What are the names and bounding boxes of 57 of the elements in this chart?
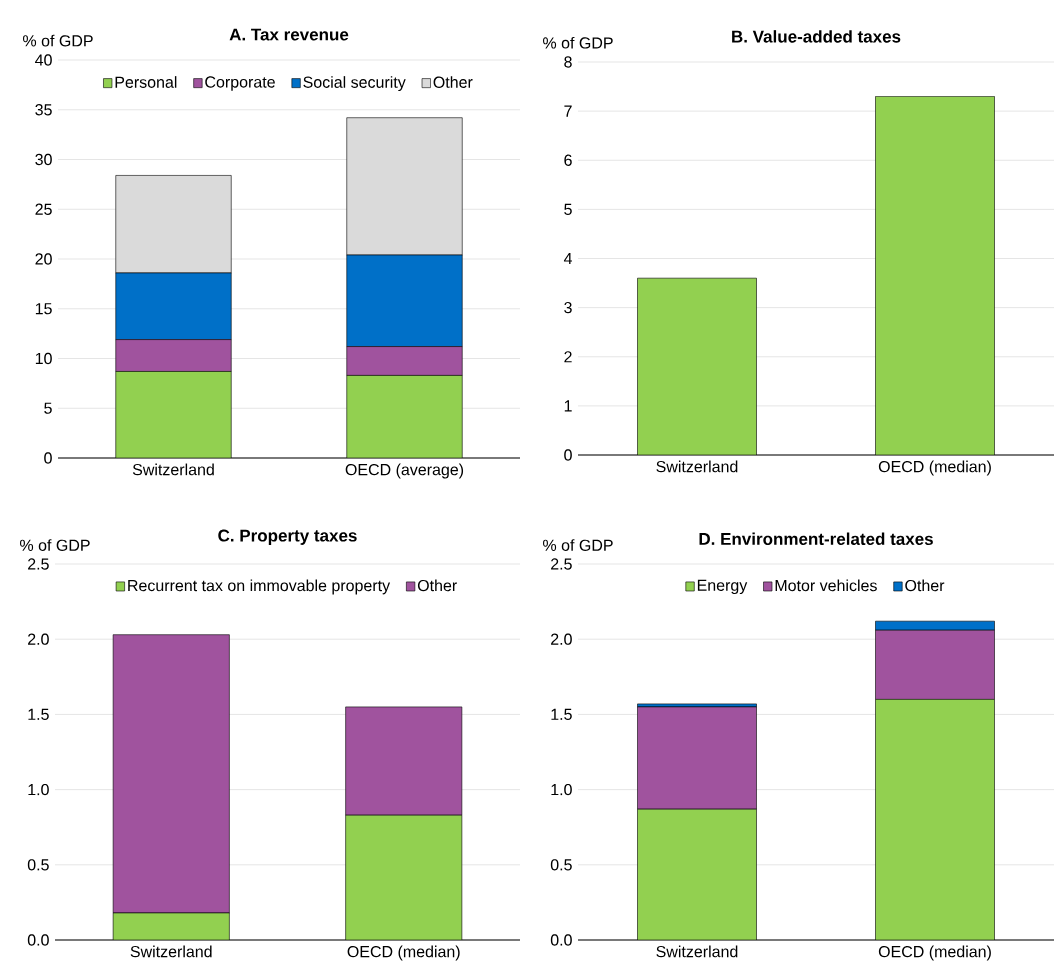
y-axis-title: % of GDP [23, 34, 93, 47]
x-tick-label: Switzerland [132, 463, 214, 476]
y-tick-label: 10 [35, 352, 52, 365]
y-tick-label: 0 [44, 452, 52, 464]
y-tick-label: 35 [35, 104, 52, 116]
y-tick-label: 25 [35, 203, 52, 215]
y-tick-label: 2.0 [28, 633, 49, 645]
y-tick-label: 40 [35, 54, 52, 66]
y-tick-label: 5 [564, 203, 572, 215]
x-tick-label: Switzerland [656, 460, 738, 473]
chart-title: C. Property taxes [218, 529, 357, 545]
y-tick-label: 20 [35, 253, 52, 265]
legend-label: Other [417, 579, 457, 592]
chart-title: A. Tax revenue [229, 28, 349, 41]
y-tick-label: 8 [564, 56, 572, 68]
y-tick-label: 3 [564, 301, 572, 314]
legend-label: Recurrent tax on immovable property [128, 579, 391, 595]
y-axis-title: % of GDP [543, 539, 613, 551]
legend-label: Personal [115, 76, 177, 88]
y-tick-label: 0.0 [550, 934, 572, 946]
legend-label: Motor vehicles [775, 579, 877, 592]
y-tick-label: 1.0 [28, 783, 49, 796]
chart-title: B. Value-added taxes [732, 30, 901, 43]
y-tick-label: 6 [564, 154, 572, 166]
chart-title: D. Environment-related taxes [699, 532, 933, 545]
legend-label: Energy [697, 579, 748, 595]
y-tick-label: 1.0 [551, 783, 572, 796]
x-tick-label: Switzerland [656, 945, 738, 958]
y-tick-label: 2.5 [28, 558, 49, 570]
y-tick-label: 1.5 [551, 708, 572, 720]
y-tick-label: 15 [35, 303, 52, 315]
y-tick-label: 4 [563, 252, 573, 265]
x-tick-label: OECD (average) [345, 463, 464, 479]
y-tick-label: 0.5 [550, 859, 572, 871]
legend-label: Corporate [205, 76, 275, 91]
y-axis-title: % of GDP [543, 36, 613, 49]
y-tick-label: 1.5 [28, 708, 49, 720]
y-tick-label: 0.0 [27, 934, 49, 946]
legend-label: Other [433, 76, 473, 88]
y-tick-label: 2.0 [551, 633, 572, 645]
y-axis-title: % of GDP [20, 539, 90, 551]
bar [345, 814, 463, 941]
x-tick-label: OECD (median) [347, 945, 460, 961]
bar [112, 912, 230, 941]
y-tick-label: 5 [44, 402, 52, 414]
y-tick-label: 0.5 [27, 859, 49, 871]
y-tick-label: 1 [564, 400, 572, 412]
y-tick-label: 7 [564, 105, 572, 117]
x-tick-label: OECD (median) [878, 460, 991, 476]
y-tick-label: 30 [35, 153, 52, 166]
y-tick-label: 2 [564, 351, 572, 363]
legend-label: Social security [303, 76, 406, 92]
y-tick-label: 0 [564, 449, 572, 461]
y-tick-label: 2.5 [551, 558, 572, 570]
x-tick-label: Switzerland [130, 945, 212, 958]
legend-label: Other [905, 579, 945, 592]
x-tick-label: OECD (median) [878, 945, 991, 961]
